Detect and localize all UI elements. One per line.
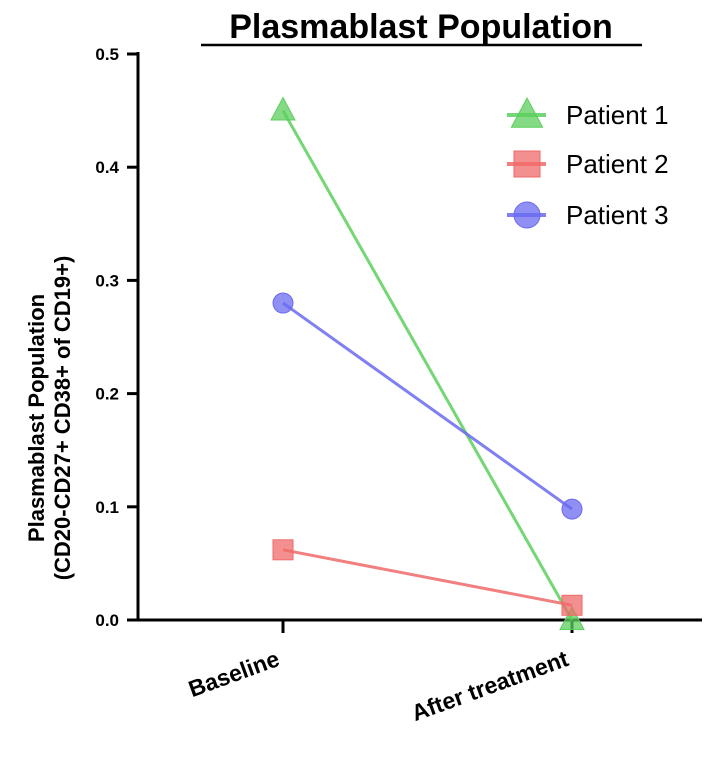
y-axis-label-line2: (CD20-CD27+ CD38+ of CD19+) [50,256,75,581]
legend-marker-square [513,150,541,178]
series-layer [270,96,585,630]
legend-label: Patient 2 [566,149,669,179]
data-point-square [561,594,583,616]
series-patient-2 [272,539,583,616]
x-ticks: Baseline After treatment [185,620,574,726]
x-tick-label-after-treatment: After treatment [408,645,572,726]
legend-marker-circle [513,201,541,229]
series-line [282,301,573,511]
y-tick-label: 0.5 [95,45,119,64]
data-point-triangle [270,96,296,121]
y-tick-label: 0.3 [95,271,119,290]
y-tick-label: 0.1 [95,498,119,517]
y-tick-label: 0.2 [95,385,119,404]
chart-title: Plasmablast Population [229,8,613,46]
y-axis-label-line1: Plasmablast Population [24,294,49,542]
data-point-square [272,539,294,561]
series-line [282,548,573,607]
series-patient-1 [270,96,585,630]
x-tick-label-baseline: Baseline [185,645,283,702]
data-point-triangle [559,605,585,630]
series-patient-3 [272,292,583,520]
legend-marker-triangle [510,97,544,128]
legend-label: Patient 1 [566,100,669,130]
legend: Patient 1 Patient 2 Patient 3 [507,97,669,230]
legend-item: Patient 2 [507,149,669,179]
data-point-circle [561,498,583,520]
legend-item: Patient 1 [507,97,669,130]
y-tick-label: 0.0 [95,611,119,630]
y-ticks: 0.0 0.1 0.2 0.3 0.4 0.5 [95,45,138,630]
y-tick-label: 0.4 [95,158,119,177]
legend-label: Patient 3 [566,200,669,230]
legend-item: Patient 3 [507,200,669,230]
data-point-circle [272,292,294,314]
series-line [281,109,574,621]
